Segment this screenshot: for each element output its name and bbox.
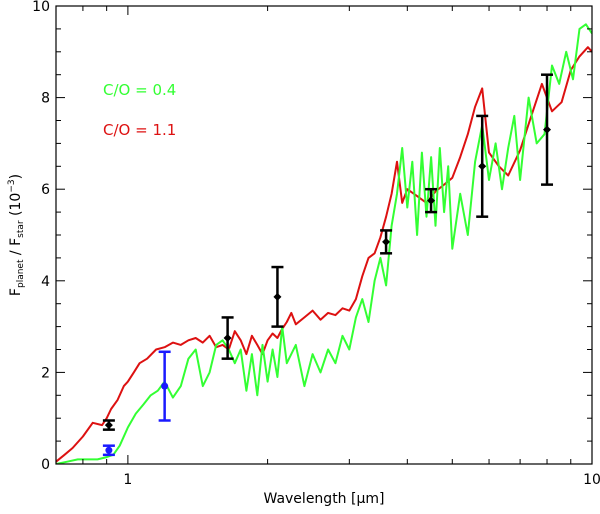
plot-frame bbox=[55, 5, 593, 465]
y-tick-label: 2 bbox=[41, 365, 50, 381]
data-point-9 bbox=[158, 350, 171, 422]
diamond-marker bbox=[273, 292, 282, 301]
y-axis-label: Fplanet / Fstar (10−3) bbox=[7, 174, 26, 296]
series-line-2 bbox=[56, 23, 592, 464]
x-tick-label: 1 bbox=[123, 472, 132, 488]
data-point-8 bbox=[102, 444, 115, 457]
data-point-5 bbox=[425, 187, 438, 214]
diamond-marker bbox=[382, 237, 391, 246]
ticks-layer bbox=[55, 5, 593, 465]
data-point-2 bbox=[221, 316, 234, 360]
series-line-1 bbox=[56, 46, 592, 463]
series-layer bbox=[56, 23, 592, 464]
legend: C/O = 0.4 C/O = 1.1 bbox=[103, 81, 176, 139]
y-tick-label: 0 bbox=[41, 457, 50, 473]
data-point-7 bbox=[541, 73, 554, 186]
tick-labels-layer: 0 2 4 6 8 10 1 10 bbox=[32, 0, 600, 488]
y-tick-label: 10 bbox=[32, 0, 50, 15]
legend-entry: C/O = 0.4 bbox=[103, 81, 176, 99]
y-tick-label: 8 bbox=[41, 91, 50, 107]
data-point-3 bbox=[271, 265, 284, 328]
data-point-4 bbox=[380, 229, 393, 255]
diamond-marker bbox=[543, 125, 552, 134]
circle-marker bbox=[105, 446, 113, 454]
diamond-marker bbox=[104, 421, 113, 430]
data-point-6 bbox=[476, 114, 489, 218]
error-bars-layer bbox=[102, 73, 554, 457]
data-point-1 bbox=[102, 419, 115, 431]
circle-marker bbox=[161, 382, 169, 390]
y-tick-label: 4 bbox=[41, 274, 50, 290]
legend-entry: C/O = 1.1 bbox=[103, 121, 176, 139]
y-tick-label: 6 bbox=[41, 182, 50, 198]
x-tick-label: 10 bbox=[583, 472, 600, 488]
x-axis-label: Wavelength [µm] bbox=[264, 491, 385, 507]
diamond-marker bbox=[223, 334, 232, 343]
diamond-marker bbox=[478, 162, 487, 171]
diamond-marker bbox=[427, 196, 436, 205]
